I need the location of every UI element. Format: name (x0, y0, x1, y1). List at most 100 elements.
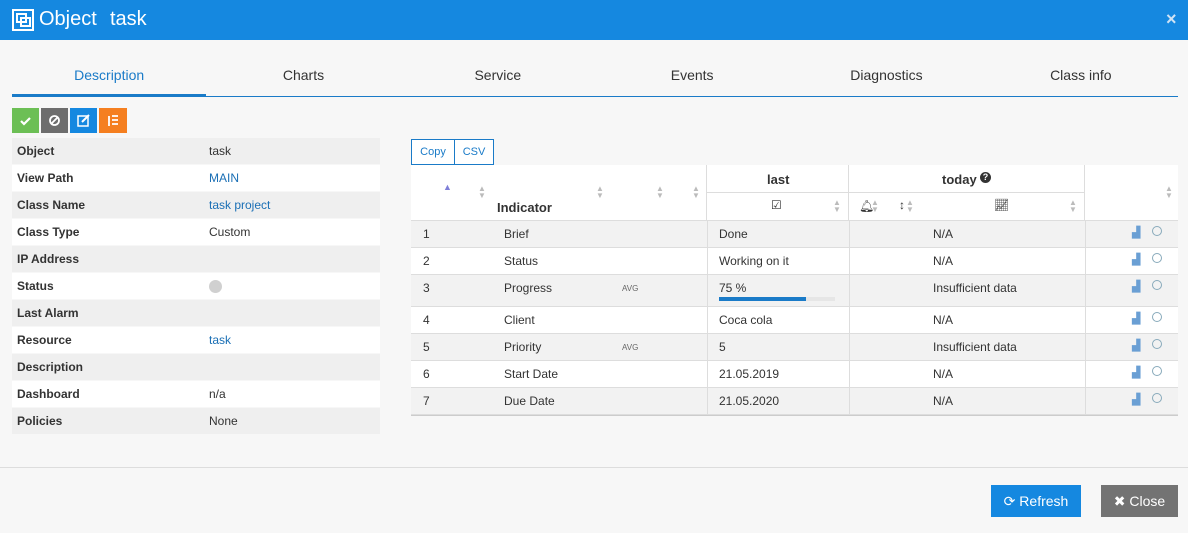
tab[interactable]: Diagnostics (850, 67, 923, 83)
property-label: Object (17, 144, 55, 158)
cell-divider (849, 334, 850, 360)
cell-divider (707, 388, 708, 414)
cell-divider (849, 275, 850, 306)
refresh-label: Refresh (1019, 493, 1069, 509)
property-row: Description (12, 354, 380, 380)
sort-arrows: ▲ ▼ (692, 184, 700, 200)
last-value: Working on it (719, 254, 789, 268)
history-link[interactable] (1152, 280, 1162, 290)
chart-link[interactable]: ▟ (1132, 254, 1141, 266)
cell-divider (707, 248, 708, 274)
last-value: Coca cola (719, 313, 773, 327)
sort-arrows: ▲ ▼ (596, 184, 604, 200)
cell-divider (1085, 248, 1086, 274)
tab[interactable]: Charts (282, 67, 325, 83)
ok-button[interactable] (12, 108, 39, 133)
indicator-name: Status (504, 254, 539, 268)
property-label: Last Alarm (17, 306, 79, 320)
history-link[interactable] (1152, 339, 1162, 349)
chart-link[interactable]: ▟ (1132, 281, 1141, 293)
history-link[interactable] (1152, 393, 1162, 403)
chart-link[interactable]: ▟ (1132, 394, 1141, 406)
property-value: n/a (209, 387, 226, 401)
table-button[interactable]: Copy (411, 139, 455, 165)
history-link[interactable] (1152, 226, 1162, 236)
avg-tag: AVG (622, 343, 639, 352)
table-button[interactable]: CSV (454, 139, 494, 165)
last-value: 21.05.2019 (719, 367, 780, 381)
footer-divider (0, 467, 1188, 468)
property-row: Resource task (12, 327, 380, 353)
row-number: 6 (423, 367, 430, 381)
tab[interactable]: Events (670, 67, 714, 83)
disable-button[interactable] (41, 108, 68, 133)
last-value: 5 (719, 340, 726, 354)
property-row: View Path MAIN (12, 165, 380, 191)
row-number: 4 (423, 313, 430, 327)
indicator-name: Brief (504, 227, 529, 241)
close-button[interactable]: ✖ Close (1101, 485, 1178, 517)
property-label: Dashboard (17, 387, 80, 401)
property-row: Class Name task project (12, 192, 380, 218)
help-icon: ? (980, 172, 991, 183)
trend-icon: 📈︎ (994, 198, 1010, 212)
sort-arrows: ▲ ▼ (1165, 184, 1173, 200)
indicator-header (411, 165, 707, 221)
cell-divider (1085, 388, 1086, 414)
tab[interactable]: Class info (1050, 67, 1112, 83)
close-icon: ✖ (1113, 493, 1130, 509)
sort-arrows: ▲ ▼ (478, 184, 486, 200)
sort-arrows: ▲ ▼ (833, 198, 841, 214)
range-icon: ↕ (899, 198, 905, 212)
refresh-button[interactable]: ⟳ Refresh (991, 485, 1081, 517)
indicator-name: Priority (504, 340, 542, 354)
property-value[interactable]: task (209, 333, 232, 347)
list-button[interactable] (99, 108, 127, 133)
sort-arrows: ▲ ▼ (871, 198, 879, 214)
today-subheader (849, 193, 1085, 221)
tab[interactable]: Service (474, 67, 522, 83)
dialog-subtitle: task (110, 8, 147, 30)
cell-divider (707, 221, 708, 247)
property-row: Policies None (12, 408, 380, 434)
sort-arrows: ▲ ▼ (656, 184, 664, 200)
close-x[interactable]: × (1166, 9, 1177, 29)
column-label: today (942, 172, 977, 187)
today-value: N/A (933, 254, 954, 268)
property-value: task (209, 144, 232, 158)
history-link[interactable] (1152, 253, 1162, 263)
object-icon (12, 9, 34, 31)
property-value[interactable]: task project (209, 198, 271, 212)
property-label: Class Name (17, 198, 86, 212)
last-value: Done (719, 227, 748, 241)
property-value[interactable]: MAIN (209, 171, 239, 185)
cell-divider (849, 361, 850, 387)
property-value: None (209, 414, 238, 428)
history-link[interactable] (1152, 366, 1162, 376)
progress-track (719, 297, 835, 301)
history-link[interactable] (1152, 312, 1162, 322)
close-label: Close (1129, 493, 1166, 509)
property-label: View Path (17, 171, 74, 185)
cell-divider (849, 388, 850, 414)
last-value: 21.05.2020 (719, 394, 780, 408)
cell-divider (1085, 307, 1086, 333)
today-value: N/A (933, 367, 954, 381)
table-row: 1 Brief Done N/A ▟ (411, 221, 1178, 248)
property-row: IP Address (12, 246, 380, 272)
today-header (849, 165, 1085, 193)
indicator-name: Due Date (504, 394, 555, 408)
today-value: N/A (933, 227, 954, 241)
chart-link[interactable]: ▟ (1132, 367, 1141, 379)
cell-divider (849, 307, 850, 333)
cell-divider (707, 361, 708, 387)
chart-link[interactable]: ▟ (1132, 227, 1141, 239)
tab[interactable]: Description (12, 60, 207, 96)
chart-link[interactable]: ▟ (1132, 313, 1141, 325)
edit-button[interactable] (70, 108, 97, 133)
cell-divider (1085, 361, 1086, 387)
dialog-header: Object task × (0, 0, 1188, 40)
cell-divider (1085, 221, 1086, 247)
chart-link[interactable]: ▟ (1132, 340, 1141, 352)
